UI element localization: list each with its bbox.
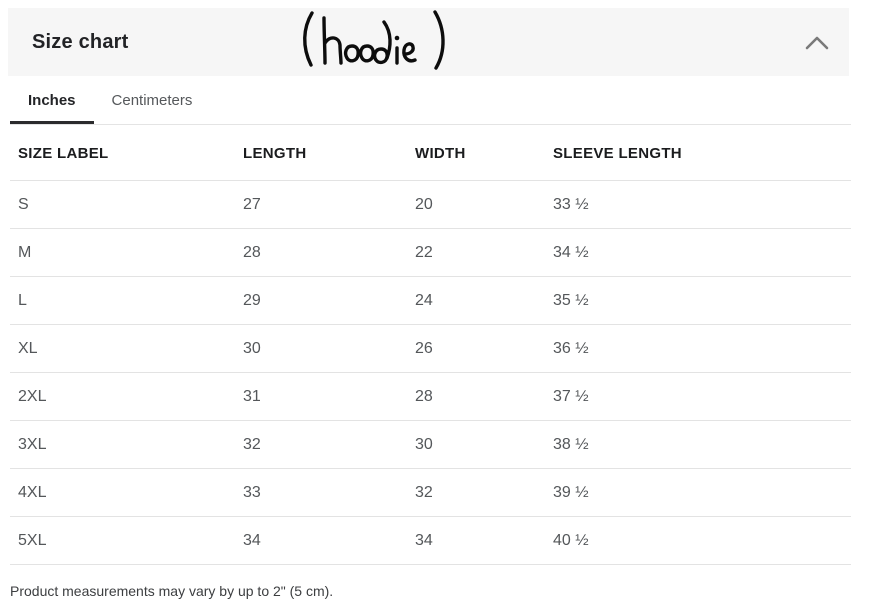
panel-title: Size chart [32, 30, 129, 53]
table-row: 5XL 34 34 40 ½ [10, 517, 851, 565]
length-cell: 33 [243, 483, 261, 501]
sleeve-length-cell: 37 ½ [553, 387, 589, 405]
table-header-row: SIZE LABEL LENGTH WIDTH SLEEVE LENGTH [10, 126, 851, 181]
sleeve-length-cell: 33 ½ [553, 195, 589, 213]
panel-header: Size chart [8, 8, 849, 76]
collapse-button[interactable] [801, 30, 833, 56]
tab-centimeters[interactable]: Centimeters [94, 76, 211, 124]
size-label-cell: S [18, 195, 29, 213]
size-label-cell: 3XL [18, 435, 47, 453]
table-row: 3XL 32 30 38 ½ [10, 421, 851, 469]
size-label-cell: XL [18, 339, 38, 357]
length-cell: 34 [243, 531, 261, 549]
length-cell: 30 [243, 339, 261, 357]
width-cell: 22 [415, 243, 433, 261]
sleeve-length-cell: 34 ½ [553, 243, 589, 261]
length-cell: 32 [243, 435, 261, 453]
chevron-up-icon [804, 35, 830, 51]
table-row: 2XL 31 28 37 ½ [10, 373, 851, 421]
length-cell: 31 [243, 387, 261, 405]
length-cell: 28 [243, 243, 261, 261]
width-cell: 20 [415, 195, 433, 213]
width-cell: 28 [415, 387, 433, 405]
size-label-cell: 2XL [18, 387, 47, 405]
sleeve-length-cell: 38 ½ [553, 435, 589, 453]
sleeve-length-cell: 40 ½ [553, 531, 589, 549]
size-label-cell: 4XL [18, 483, 47, 501]
table-row: XL 30 26 36 ½ [10, 325, 851, 373]
size-label-cell: 5XL [18, 531, 47, 549]
unit-tabbar: Inches Centimeters [10, 76, 851, 125]
col-header-length: LENGTH [243, 144, 307, 162]
width-cell: 24 [415, 291, 433, 309]
size-table: SIZE LABEL LENGTH WIDTH SLEEVE LENGTH S … [10, 126, 851, 565]
tab-inches[interactable]: Inches [10, 76, 94, 124]
width-cell: 32 [415, 483, 433, 501]
col-header-sleeve-length: SLEEVE LENGTH [553, 144, 682, 162]
col-header-width: WIDTH [415, 144, 466, 162]
width-cell: 34 [415, 531, 433, 549]
length-cell: 27 [243, 195, 261, 213]
sleeve-length-cell: 39 ½ [553, 483, 589, 501]
sleeve-length-cell: 35 ½ [553, 291, 589, 309]
measurement-disclaimer: Product measurements may vary by up to 2… [10, 583, 334, 599]
table-row: 4XL 33 32 39 ½ [10, 469, 851, 517]
size-label-cell: M [18, 243, 32, 261]
table-row: L 29 24 35 ½ [10, 277, 851, 325]
table-row: M 28 22 34 ½ [10, 229, 851, 277]
col-header-size-label: SIZE LABEL [18, 144, 109, 162]
table-row: S 27 20 33 ½ [10, 181, 851, 229]
width-cell: 30 [415, 435, 433, 453]
width-cell: 26 [415, 339, 433, 357]
sleeve-length-cell: 36 ½ [553, 339, 589, 357]
size-label-cell: L [18, 291, 27, 309]
length-cell: 29 [243, 291, 261, 309]
